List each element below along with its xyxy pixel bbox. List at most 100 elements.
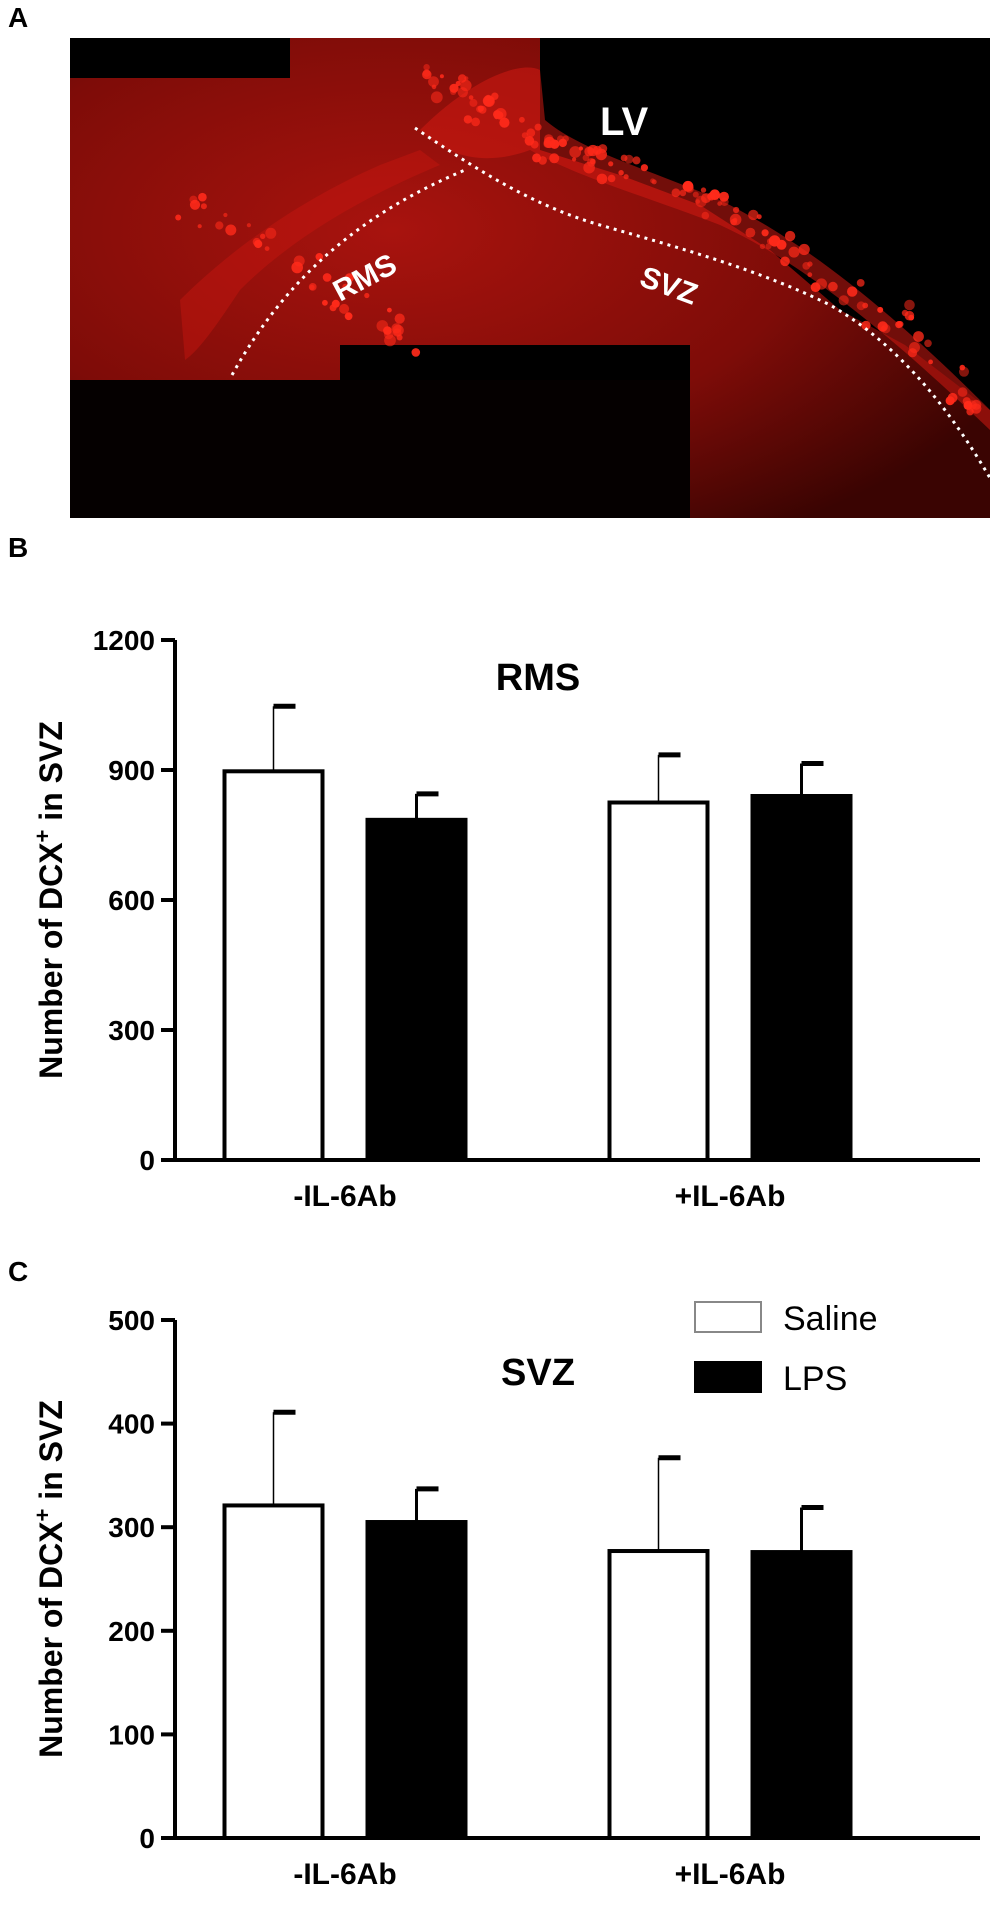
- cell-dot: [838, 295, 849, 306]
- cell-dot: [745, 227, 756, 238]
- cell-dot: [449, 83, 459, 93]
- cell-dot: [246, 223, 251, 228]
- cell-dot: [877, 306, 884, 313]
- cell-dot: [430, 91, 443, 104]
- cell-dot: [904, 299, 915, 311]
- y-tick-label: 0: [139, 1145, 155, 1176]
- cell-dot: [632, 156, 641, 165]
- cell-dot: [651, 179, 657, 185]
- cell-dot: [856, 279, 865, 287]
- panel-letter-c: C: [8, 1256, 29, 1287]
- legend-swatch: [694, 1361, 762, 1393]
- cell-dot: [364, 292, 370, 299]
- cell-dot: [562, 135, 569, 142]
- x-tick-label: +IL-6Ab: [675, 1858, 786, 1891]
- cell-dot: [828, 281, 838, 292]
- cell-dot: [254, 239, 263, 249]
- cell-dot: [431, 84, 437, 90]
- cell-dot: [344, 273, 354, 283]
- legend-label: Saline: [783, 1300, 878, 1338]
- cell-dot: [339, 303, 350, 314]
- cell-dot: [499, 117, 510, 128]
- cell-dot: [422, 69, 431, 77]
- cell-dot: [719, 191, 729, 202]
- label-lv: LV: [600, 100, 648, 144]
- cell-dot: [478, 105, 487, 114]
- cell-dot: [624, 154, 634, 164]
- y-tick-label: 0: [139, 1823, 155, 1854]
- cell-dot: [761, 229, 769, 237]
- cell-dot: [293, 255, 305, 267]
- y-tick-label: 400: [108, 1409, 155, 1440]
- cell-dot: [788, 246, 800, 258]
- cell-dot: [682, 180, 694, 192]
- bar: [222, 769, 325, 1163]
- legend-label: LPS: [783, 1360, 847, 1398]
- cell-dot: [928, 359, 933, 365]
- cell-dot: [387, 307, 392, 313]
- cell-dot: [200, 203, 207, 210]
- cell-dot: [215, 221, 224, 230]
- cell-dot: [394, 313, 405, 324]
- bar: [750, 794, 853, 1162]
- cell-dot: [471, 117, 480, 127]
- cell-dot: [264, 246, 270, 252]
- cell-dot: [543, 139, 552, 148]
- bar: [607, 1549, 710, 1840]
- cell-dot: [223, 212, 228, 218]
- cell-dot: [881, 324, 891, 334]
- cell-dot: [640, 164, 649, 172]
- panel-letter-b: B: [8, 532, 29, 563]
- legend-swatch: [694, 1301, 762, 1333]
- cell-dot: [798, 243, 810, 256]
- bar: [365, 1520, 468, 1840]
- cell-dot: [322, 273, 332, 282]
- cell-dot: [592, 145, 602, 155]
- cell-dot: [924, 339, 932, 348]
- cell-dot: [464, 76, 469, 81]
- cell-dot: [756, 214, 762, 220]
- cell-dot: [556, 135, 565, 143]
- cell-dot: [265, 227, 277, 239]
- cell-dot: [913, 331, 924, 342]
- y-tick-label: 300: [108, 1512, 155, 1543]
- y-tick-label: 600: [108, 885, 155, 916]
- cell-dot: [315, 252, 324, 261]
- cell-dot: [759, 243, 766, 250]
- x-tick-label: -IL-6Ab: [293, 1180, 396, 1213]
- cell-dot: [966, 408, 974, 416]
- cell-dot: [549, 153, 560, 164]
- cell-dot: [671, 188, 681, 198]
- cell-dot: [780, 256, 790, 267]
- cell-dot: [423, 63, 430, 71]
- cell-dot: [495, 111, 504, 119]
- cell-dot: [748, 209, 759, 221]
- cell-dot: [521, 132, 529, 139]
- cell-dot: [342, 283, 349, 290]
- cell-dot: [807, 272, 813, 278]
- cell-dot: [469, 98, 478, 107]
- cell-dot: [175, 214, 182, 221]
- cell-dot: [572, 157, 577, 162]
- cell-dot: [692, 191, 699, 198]
- cell-dot: [607, 174, 616, 183]
- bar: [365, 817, 468, 1162]
- svz-bar-chart: 0 100 200 300 400 500 SVZ Number of DCX+ in SVZ…: [30, 1300, 980, 1891]
- cell-dot: [729, 213, 742, 226]
- cell-dot: [623, 174, 629, 180]
- bar: [750, 1550, 853, 1840]
- y-tick-label: 300: [108, 1015, 155, 1046]
- tissue-region: [70, 38, 990, 518]
- x-tick-label: +IL-6Ab: [675, 1180, 786, 1213]
- cell-dot: [308, 283, 317, 291]
- cell-dot: [582, 154, 590, 162]
- cell-dot: [198, 192, 207, 202]
- cell-dot: [189, 199, 201, 210]
- cell-dot: [967, 400, 977, 410]
- cell-dot: [733, 206, 740, 214]
- x-tick-label: -IL-6Ab: [293, 1858, 396, 1891]
- cell-dot: [197, 224, 202, 229]
- cell-dot: [700, 187, 707, 193]
- cell-dot: [596, 173, 608, 185]
- cell-dot: [482, 95, 494, 107]
